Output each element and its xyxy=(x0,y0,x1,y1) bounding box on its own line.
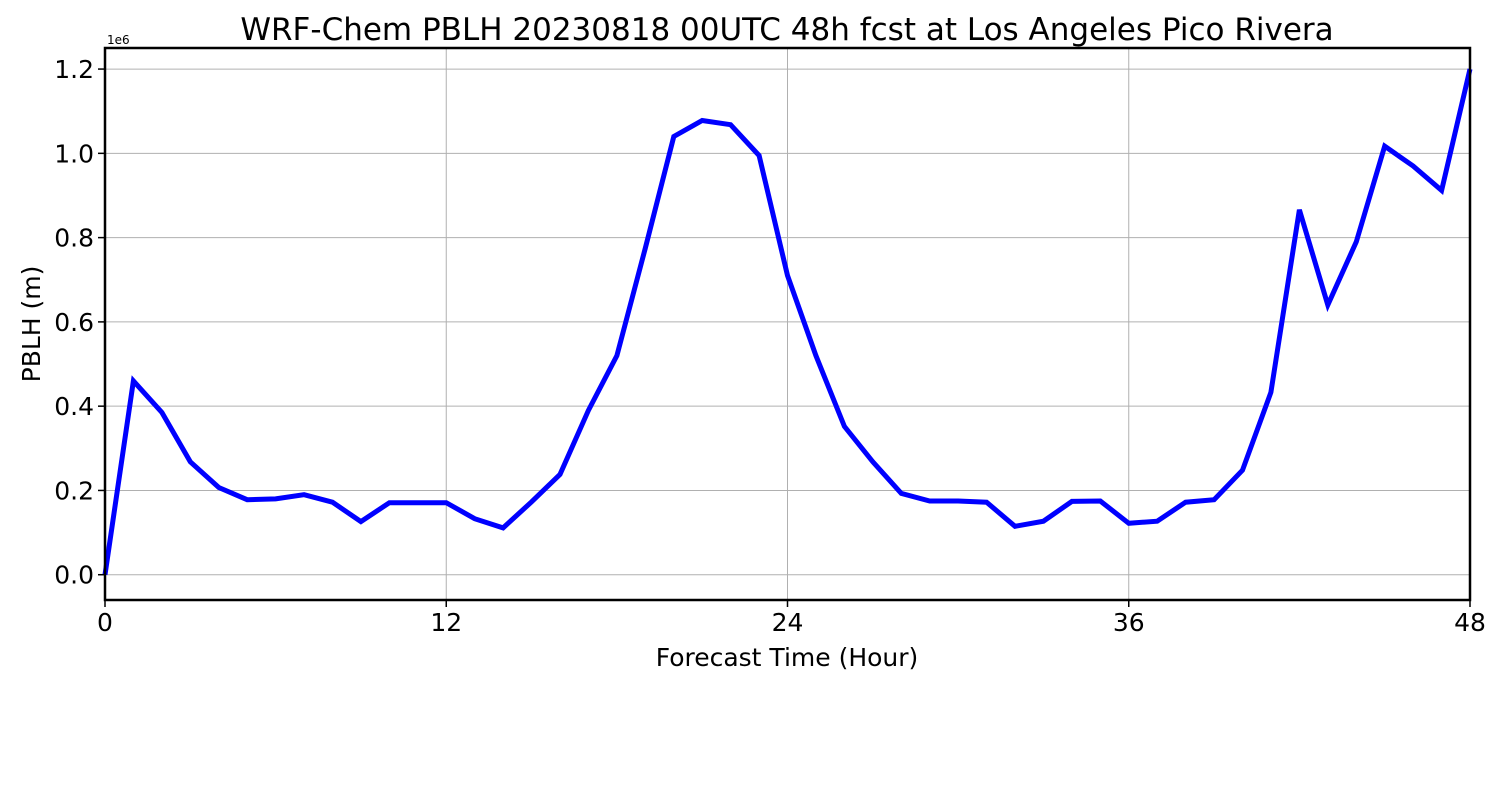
chart-title: WRF-Chem PBLH 20230818 00UTC 48h fcst at… xyxy=(240,12,1333,48)
tick-layer: 0 12 24 36 48 0.0 0.2 0.4 0.6 0.8 1.0 1.2 xyxy=(54,55,1486,637)
x-tick-label: 48 xyxy=(1454,608,1486,637)
y-tick-label: 0.2 xyxy=(54,476,94,505)
x-tick-label: 36 xyxy=(1113,608,1145,637)
y-tick-label: 0.0 xyxy=(54,561,94,590)
series-layer xyxy=(102,68,1473,576)
y-tick-label: 0.4 xyxy=(54,392,94,421)
grid-layer xyxy=(104,48,1471,600)
x-tick-label: 12 xyxy=(430,608,462,637)
x-tick-label: 0 xyxy=(97,608,113,637)
y-tick-label: 1.2 xyxy=(54,55,94,84)
x-tick-label: 24 xyxy=(772,608,804,637)
y-tick-label: 1.0 xyxy=(54,139,94,168)
y-tick-label: 0.8 xyxy=(54,224,94,253)
y-axis-label: PBLH (m) xyxy=(17,266,46,383)
y-tick-label: 0.6 xyxy=(54,308,94,337)
x-axis-label: Forecast Time (Hour) xyxy=(656,643,919,672)
y-offset-label: 1e6 xyxy=(107,33,130,47)
pblh-series-line xyxy=(102,68,1473,576)
